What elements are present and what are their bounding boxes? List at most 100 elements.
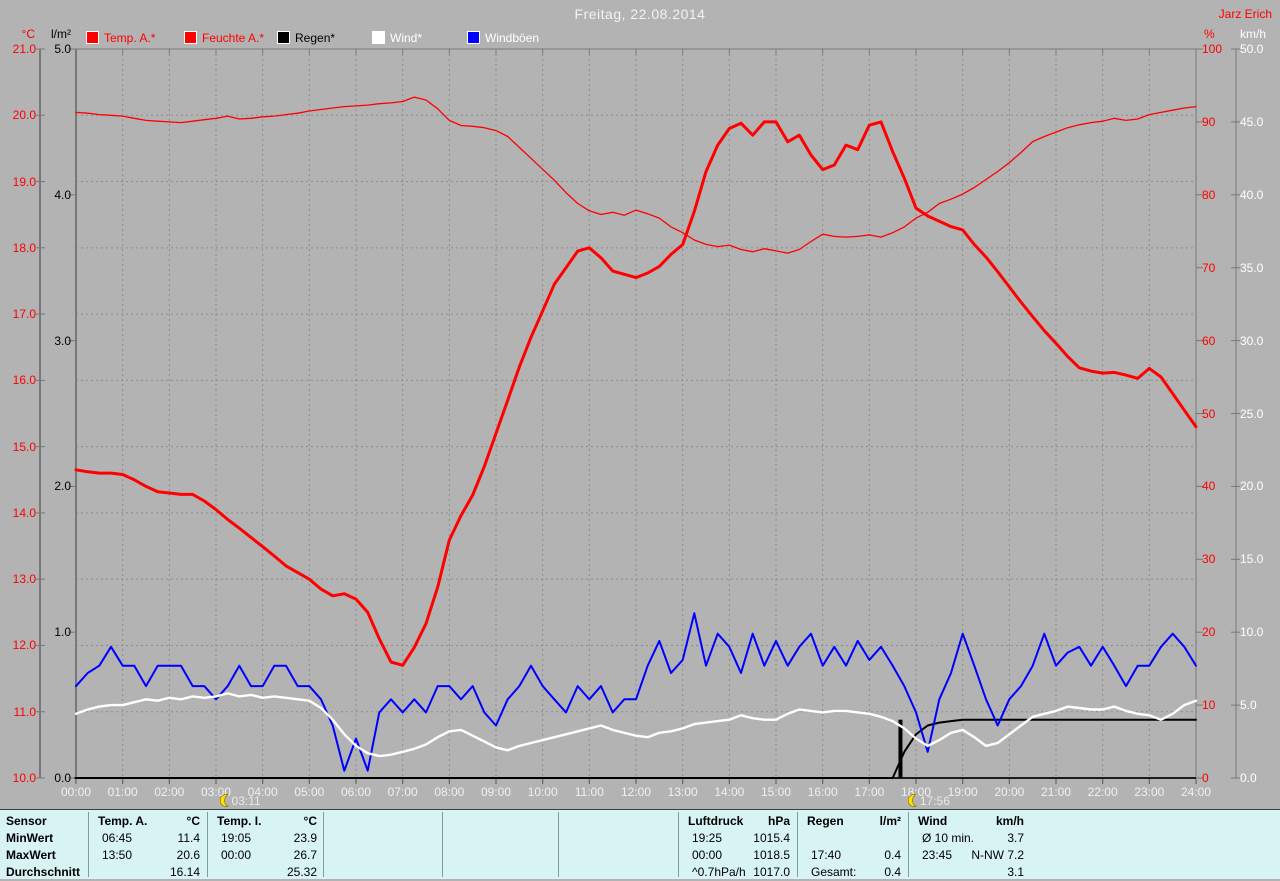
tempC-axis-label: 10.0 bbox=[12, 771, 36, 785]
time-marker-0311: 03:11 bbox=[219, 794, 261, 808]
table-cell: Wind bbox=[918, 814, 948, 828]
rain-axis-unit: l/m² bbox=[51, 27, 71, 41]
legend-label-temp: Temp. A.* bbox=[104, 30, 156, 45]
x-axis-hour-label: 07:00 bbox=[387, 785, 418, 799]
table-cell: 00:00 bbox=[692, 848, 723, 862]
tempC-axis-label: 21.0 bbox=[12, 42, 36, 56]
x-axis-hour-label: 02:00 bbox=[154, 785, 185, 799]
table-cell: 19:05 bbox=[221, 831, 252, 845]
table-cell: Temp. A. bbox=[98, 814, 148, 828]
series-temp-a-line bbox=[74, 120, 1198, 667]
tempC-axis-label: 15.0 bbox=[12, 439, 36, 454]
table-cell: 3.1 bbox=[1007, 865, 1024, 879]
x-axis-hour-label: 06:00 bbox=[340, 785, 372, 799]
wind_kmh-axis-label: 20.0 bbox=[1240, 479, 1264, 494]
x-axis-hour-label: 04:00 bbox=[247, 785, 278, 799]
wind-legend-swatch-icon bbox=[372, 31, 385, 44]
table-cell: MinWert bbox=[6, 831, 54, 845]
series-windb-en-line bbox=[75, 612, 1197, 772]
table-cell: ^0.7hPa/h bbox=[692, 865, 746, 879]
wind_kmh-axis-label: 50.0 bbox=[1240, 42, 1264, 56]
x-axis-hour-label: 15:00 bbox=[760, 785, 792, 799]
humidity_pct-axis-label: 10 bbox=[1202, 698, 1216, 713]
tempC-axis-label: 18.0 bbox=[12, 240, 36, 255]
gusts-legend-swatch-icon bbox=[467, 31, 480, 44]
moon-icon bbox=[219, 794, 229, 807]
humidity_pct-axis-label: 0 bbox=[1202, 771, 1209, 785]
x-axis-hour-label: 13:00 bbox=[667, 785, 698, 799]
x-axis-hour-label: 00:00 bbox=[60, 785, 92, 799]
table-cell: 26.7 bbox=[293, 848, 317, 862]
humidity_pct-axis-label: 60 bbox=[1202, 333, 1216, 348]
wind_kmh-axis-label: 15.0 bbox=[1240, 552, 1264, 567]
table-cell: l/m² bbox=[879, 814, 901, 828]
tempC-axis-label: 13.0 bbox=[12, 572, 36, 587]
table-cell: 19:25 bbox=[692, 831, 723, 845]
legend-item-temp: Temp. A.* bbox=[86, 30, 156, 45]
table-divider bbox=[88, 812, 89, 877]
x-axis-hour-label: 16:00 bbox=[807, 785, 838, 799]
tempC-axis-label: 20.0 bbox=[12, 108, 36, 123]
tempC-axis-label: 12.0 bbox=[12, 638, 36, 653]
rain_lm2-axis-label: 2.0 bbox=[54, 479, 71, 494]
legend-label-wind: Wind* bbox=[390, 30, 423, 45]
wind_kmh-axis-label: 5.0 bbox=[1240, 698, 1257, 713]
rain-event-bar bbox=[898, 719, 903, 778]
table-cell: 00:00 bbox=[221, 848, 252, 862]
temp-legend-swatch-icon bbox=[86, 31, 99, 44]
wind_kmh-axis-label: 45.0 bbox=[1240, 114, 1264, 129]
legend-item-wind: Wind* bbox=[372, 30, 423, 45]
rain_lm2-axis-label: 4.0 bbox=[54, 187, 71, 202]
wind-axis-unit: km/h bbox=[1240, 27, 1267, 41]
table-cell: hPa bbox=[767, 814, 790, 828]
legend-item-gusts: Windböen bbox=[467, 31, 539, 45]
humidity_pct-axis-label: 30 bbox=[1202, 552, 1216, 567]
x-axis-hour-label: 08:00 bbox=[434, 785, 465, 799]
table-cell: °C bbox=[186, 814, 200, 828]
tempC-axis-label: 17.0 bbox=[12, 307, 36, 322]
rain_lm2-axis-label: 3.0 bbox=[54, 333, 71, 348]
table-cell: Durchschnitt bbox=[6, 865, 81, 879]
table-cell: 13:50 bbox=[102, 848, 133, 862]
x-axis-hour-label: 20:00 bbox=[994, 785, 1025, 799]
humidity_pct-axis-label: 70 bbox=[1202, 260, 1216, 275]
wind_kmh-axis-label: 10.0 bbox=[1240, 625, 1264, 640]
legend-item-humidity: Feuchte A.* bbox=[184, 30, 265, 45]
marker-time-label: 17:56 bbox=[919, 794, 950, 808]
humidity_pct-axis-label: 40 bbox=[1202, 479, 1216, 494]
marker-time-label: 03:11 bbox=[231, 794, 261, 808]
table-divider bbox=[442, 812, 443, 877]
legend-label-humidity: Feuchte A.* bbox=[202, 30, 265, 45]
humidity_pct-axis-label: 100 bbox=[1202, 42, 1223, 56]
x-axis-hour-label: 24:00 bbox=[1180, 785, 1212, 799]
table-cell: 06:45 bbox=[102, 831, 133, 845]
table-cell: km/h bbox=[995, 814, 1024, 828]
humidity-legend-swatch-icon bbox=[184, 31, 197, 44]
table-cell: Gesamt: bbox=[811, 865, 857, 879]
table-divider bbox=[678, 812, 679, 877]
x-axis-hour-label: 01:00 bbox=[107, 785, 138, 799]
table-cell: 23:45 bbox=[922, 848, 953, 862]
page-title: Freitag, 22.08.2014 bbox=[574, 6, 706, 22]
moon-icon bbox=[907, 794, 917, 807]
table-cell: 0.4 bbox=[884, 848, 901, 862]
x-axis-hour-label: 19:00 bbox=[947, 785, 978, 799]
x-axis-hour-label: 14:00 bbox=[714, 785, 745, 799]
table-cell: N-NW 7.2 bbox=[971, 848, 1024, 862]
legend-item-rain: Regen* bbox=[277, 31, 335, 45]
table-cell: 17:40 bbox=[811, 848, 842, 862]
x-axis-hour-label: 18:00 bbox=[900, 785, 932, 799]
x-axis-hour-label: 23:00 bbox=[1134, 785, 1165, 799]
table-cell: 1018.5 bbox=[753, 848, 790, 862]
humidity_pct-axis-label: 50 bbox=[1202, 406, 1216, 421]
rain-legend-swatch-icon bbox=[277, 31, 290, 44]
series-regen-kumuliert-line bbox=[75, 718, 1197, 779]
x-axis-hour-label: 11:00 bbox=[574, 785, 604, 799]
table-cell: 20.6 bbox=[176, 848, 200, 862]
table-cell: 3.7 bbox=[1007, 831, 1024, 845]
wind_kmh-axis-label: 40.0 bbox=[1240, 187, 1264, 202]
table-divider bbox=[207, 812, 208, 877]
bottom-strip bbox=[0, 879, 1280, 881]
